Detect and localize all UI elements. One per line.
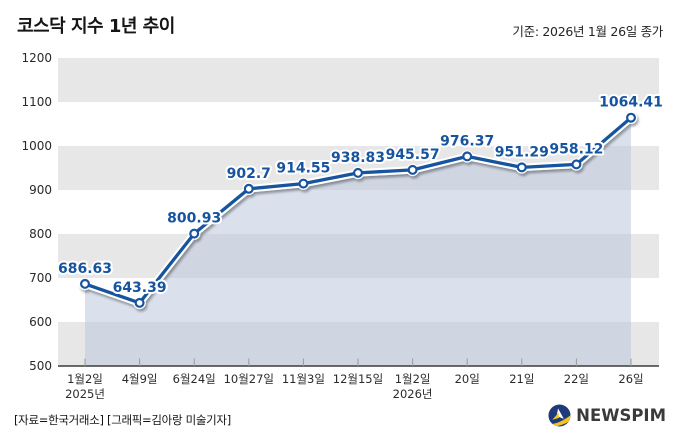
value-label: 938.83	[331, 150, 385, 166]
brand-lockup: NEWSPIM	[548, 404, 666, 427]
value-label: 686.63	[58, 261, 112, 277]
y-tick-label: 500	[29, 359, 52, 373]
data-point	[243, 183, 254, 194]
x-tick-label: 10월27일	[224, 372, 274, 386]
x-tick-label: 4월9일	[122, 372, 158, 386]
value-label: 914.55	[276, 161, 330, 177]
axes: 1200110010009008007006005001월2일2025년4월9일…	[21, 51, 659, 401]
y-tick-label: 1100	[21, 95, 52, 109]
x-tick-label: 26일	[618, 372, 643, 386]
data-point	[134, 297, 145, 308]
y-tick-label: 1200	[21, 51, 52, 65]
y-tick-label: 600	[29, 315, 52, 329]
trend-line-group	[78, 111, 638, 310]
data-point	[407, 164, 418, 175]
kosdaq-line-chart: 1200110010009008007006005001월2일2025년4월9일…	[21, 51, 665, 401]
y-tick-label: 700	[29, 271, 52, 285]
brand-name: NEWSPIM	[576, 406, 666, 425]
plot-band	[58, 58, 659, 102]
x-tick-label: 1월2일	[67, 372, 103, 386]
value-label: 643.39	[113, 280, 167, 296]
x-tick-label: 22일	[564, 372, 589, 386]
data-point	[571, 159, 582, 170]
source-credit: [자료=한국거래소] [그래픽=김아랑 미술기자]	[14, 413, 231, 427]
page-title: 코스닥 지수 1년 추이	[17, 16, 175, 37]
value-label: 902.7	[227, 166, 271, 182]
basis-note: 기준: 2026년 1월 26일 종가	[512, 24, 663, 39]
data-point	[516, 162, 527, 173]
data-point	[353, 167, 364, 178]
value-label: 958.12	[549, 141, 603, 157]
newspim-globe-icon	[548, 404, 571, 427]
y-tick-label: 800	[29, 227, 52, 241]
plot-band	[58, 102, 659, 146]
y-tick-label: 1000	[21, 139, 52, 153]
area-fill-shape	[85, 117, 631, 366]
x-tick-label: 21일	[509, 372, 534, 386]
x-tick-label: 1월2일	[395, 372, 431, 386]
value-label: 800.93	[167, 211, 221, 227]
y-tick-label: 900	[29, 183, 52, 197]
x-tick-sublabel: 2026년	[393, 387, 433, 401]
x-tick-label: 11월3일	[282, 372, 325, 386]
area-fill	[85, 117, 631, 366]
value-label: 945.57	[386, 147, 440, 163]
value-label: 1064.41	[599, 95, 663, 111]
x-tick-label: 6월24일	[173, 372, 216, 386]
value-label: 951.29	[495, 144, 549, 160]
data-point	[298, 178, 309, 189]
data-point	[79, 278, 90, 289]
data-point	[189, 228, 200, 239]
x-tick-sublabel: 2025년	[65, 387, 105, 401]
data-point	[462, 151, 473, 162]
x-tick-label: 20일	[455, 372, 480, 386]
x-tick-label: 12월15일	[333, 372, 383, 386]
value-label: 976.37	[440, 133, 494, 149]
data-point	[625, 112, 636, 123]
